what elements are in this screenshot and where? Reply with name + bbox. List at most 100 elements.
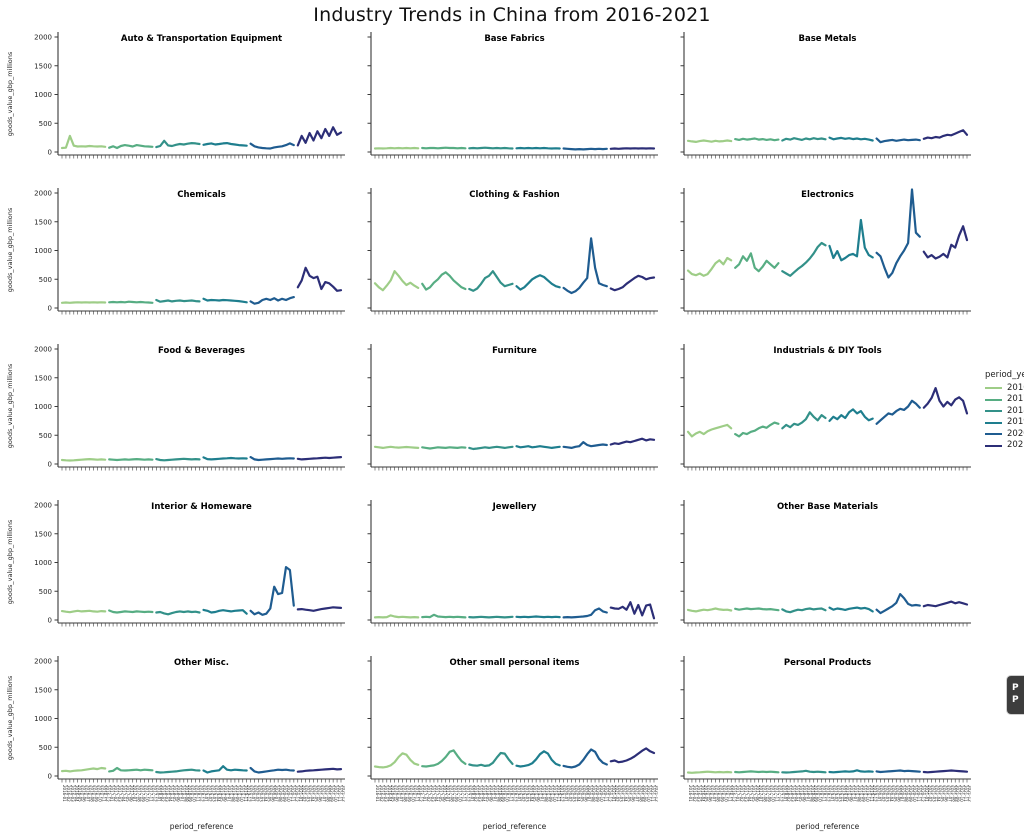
x-tick-label: 2021-10 (333, 785, 338, 802)
facet-title: Food & Beverages (158, 346, 245, 356)
x-tick-label: 2017-02 (426, 785, 431, 802)
x-tick-label: 2017-01 (422, 785, 427, 802)
y-tick-label: 500 (39, 432, 52, 440)
x-tick-label: 2016-03 (383, 785, 388, 802)
x-tick-label: 2019-02 (520, 785, 525, 802)
x-tick-label: 2018-01 (782, 785, 787, 802)
series-line-2019 (515, 445, 561, 450)
x-tick-label: 2017-09 (767, 785, 772, 802)
x-tick-label: 2018-10 (505, 785, 510, 802)
y-tick-label: 500 (39, 744, 52, 752)
y-axis-label: goods_value_gbp_millions (6, 363, 14, 448)
series-line-2020 (875, 188, 921, 279)
x-tick-label: 2020-12 (294, 785, 299, 802)
x-tick-label: 2021-05 (939, 785, 944, 802)
series-line-2018 (781, 607, 827, 614)
facet-title: Jewellery (492, 502, 537, 512)
series-line-2021 (296, 606, 343, 612)
x-tick-label: 2020-06 (583, 785, 588, 802)
x-tick-label: 2016-11 (101, 785, 106, 802)
x-tick-label: 2018-09 (814, 785, 819, 802)
facet-title: Chemicals (177, 190, 226, 200)
x-tick-label: 2019-09 (548, 785, 553, 802)
x-tick-label: 2018-03 (790, 785, 795, 802)
legend-entry: 2021 (985, 440, 1024, 452)
series-line-2021 (922, 600, 969, 608)
series-line-2018 (781, 411, 827, 430)
x-tick-label: 2021-02 (615, 785, 620, 802)
x-tick-label: 2020-04 (888, 785, 893, 802)
overlay-badge[interactable]: P P (1007, 676, 1024, 714)
facet-chart-other-small-personal-items: Other small personal items 2016-012016-02… (367, 656, 659, 831)
x-tick-label: 2021-06 (943, 785, 948, 802)
x-tick-label: 2020-02 (568, 785, 573, 802)
x-tick-label: 2017-08 (450, 785, 455, 802)
x-tick-label: 2019-05 (532, 785, 537, 802)
x-tick-label: 2018-05 (172, 785, 177, 802)
legend-label: 2018 (1007, 405, 1024, 416)
series-line-2018 (781, 769, 827, 774)
figure-title: Industry Trends in China from 2016-2021 (313, 4, 711, 26)
y-axis-label: goods_value_gbp_millions (6, 675, 14, 760)
x-tick-label: 2016-03 (70, 785, 75, 802)
x-tick-label: 2016-09 (93, 785, 98, 802)
y-tick-label: 500 (39, 588, 52, 596)
series-line-2019 (828, 136, 874, 142)
x-tick-label: 2020-09 (595, 785, 600, 802)
x-tick-label: 2017-02 (113, 785, 118, 802)
facet-cell-clothing-fashion: Clothing & Fashion (345, 186, 658, 346)
overlay-badge-line: P (1012, 695, 1019, 705)
x-tick-label: 2017-10 (771, 785, 776, 802)
facet-title: Base Metals (799, 34, 857, 44)
x-tick-label: 2016-04 (387, 785, 392, 802)
y-axis-label: goods_value_gbp_millions (6, 207, 14, 292)
x-axis-label: period_reference (796, 822, 860, 831)
x-tick-label: 2019-04 (215, 785, 220, 802)
x-tick-label: 2019-11 (243, 785, 248, 802)
x-tick-label: 2021-12 (341, 785, 345, 802)
x-tick-label: 2016-12 (731, 785, 736, 802)
legend-entry: 2020 (985, 429, 1024, 441)
facet-chart-chemicals: Chemicals 0 500 1000 1500 2000 goods_value_gbp… (6, 188, 345, 315)
x-tick-label: 2018-09 (188, 785, 193, 802)
y-tick-label: 2000 (34, 502, 52, 510)
series-line-2019 (202, 608, 248, 615)
series-line-2019 (828, 769, 874, 774)
series-line-2017 (108, 766, 154, 773)
x-tick-label: 2016-07 (86, 785, 91, 802)
x-tick-label: 2016-12 (105, 785, 110, 802)
series-line-2017 (734, 770, 780, 774)
x-tick-label: 2019-01 (829, 785, 834, 802)
series-line-2021 (609, 747, 656, 764)
y-tick-label: 0 (48, 461, 52, 469)
x-tick-label: 2019-09 (235, 785, 240, 802)
x-tick-label: 2017-05 (751, 785, 756, 802)
x-tick-label: 2018-12 (826, 785, 831, 802)
series-line-2016 (686, 770, 733, 774)
facet-title: Industrials & DIY Tools (773, 346, 881, 356)
facet-cell-electronics: Electronics (658, 186, 971, 346)
x-tick-label: 2016-02 (379, 785, 384, 802)
series-line-2016 (373, 445, 420, 450)
x-tick-label: 2020-04 (262, 785, 267, 802)
legend-label: 2020 (1007, 428, 1024, 439)
series-line-2018 (155, 298, 201, 303)
overlay-badge-line: P (1012, 683, 1019, 693)
x-tick-label: 2016-06 (395, 785, 400, 802)
x-tick-label: 2016-01 (62, 785, 67, 802)
x-tick-label: 2018-07 (806, 785, 811, 802)
x-tick-label: 2021-03 (306, 785, 311, 802)
series-line-2019 (828, 408, 874, 423)
x-tick-label: 2019-09 (861, 785, 866, 802)
x-tick-label: 2019-03 (211, 785, 216, 802)
x-tick-label: 2018-06 (802, 785, 807, 802)
facet-chart-other-base-materials: Other Base Materials (680, 500, 971, 627)
series-line-2021 (296, 266, 343, 292)
x-tick-label: 2017-04 (434, 785, 439, 802)
x-tick-label: 2019-08 (231, 785, 236, 802)
series-line-2019 (515, 274, 561, 291)
x-tick-label: 2018-07 (180, 785, 185, 802)
x-tick-label: 2016-09 (406, 785, 411, 802)
series-line-2016 (60, 301, 107, 304)
x-tick-label: 2019-07 (853, 785, 858, 802)
